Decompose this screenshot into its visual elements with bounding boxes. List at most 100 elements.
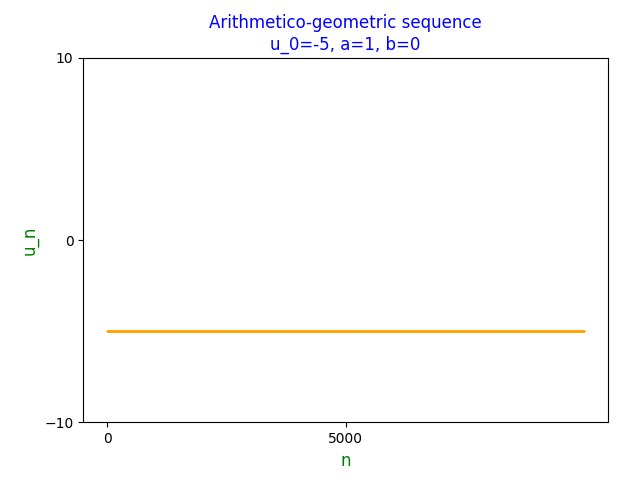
Point — [228, 327, 239, 335]
Point — [108, 327, 118, 335]
Point — [338, 327, 348, 335]
Point — [504, 327, 515, 335]
Point — [291, 327, 301, 335]
Point — [560, 327, 570, 335]
Point — [140, 327, 150, 335]
Point — [522, 327, 532, 335]
Point — [307, 327, 317, 335]
Point — [503, 327, 513, 335]
Point — [335, 327, 345, 335]
Point — [570, 327, 580, 335]
Point — [501, 327, 511, 335]
Point — [139, 327, 149, 335]
Point — [155, 327, 165, 335]
Point — [287, 327, 298, 335]
Point — [311, 327, 321, 335]
Point — [255, 327, 265, 335]
Point — [355, 327, 365, 335]
Point — [454, 327, 465, 335]
Point — [321, 327, 331, 335]
Point — [468, 327, 478, 335]
Point — [256, 327, 266, 335]
Point — [111, 327, 121, 335]
Point — [325, 327, 335, 335]
Point — [163, 327, 173, 335]
Point — [232, 327, 243, 335]
Point — [250, 327, 260, 335]
Point — [468, 327, 479, 335]
Point — [527, 327, 538, 335]
Point — [244, 327, 254, 335]
Point — [294, 327, 305, 335]
Point — [344, 327, 355, 335]
Point — [495, 327, 505, 335]
Point — [147, 327, 157, 335]
Point — [300, 327, 310, 335]
Point — [289, 327, 300, 335]
Point — [373, 327, 383, 335]
Point — [218, 327, 228, 335]
Point — [163, 327, 173, 335]
Point — [574, 327, 584, 335]
Point — [382, 327, 392, 335]
Point — [367, 327, 378, 335]
Point — [287, 327, 298, 335]
Point — [385, 327, 395, 335]
Point — [356, 327, 367, 335]
Point — [110, 327, 120, 335]
Point — [260, 327, 270, 335]
Point — [374, 327, 385, 335]
Point — [319, 327, 330, 335]
Point — [348, 327, 358, 335]
Point — [220, 327, 230, 335]
Point — [294, 327, 305, 335]
Point — [289, 327, 299, 335]
Point — [199, 327, 209, 335]
Point — [251, 327, 261, 335]
Point — [161, 327, 171, 335]
Point — [212, 327, 223, 335]
Point — [520, 327, 530, 335]
Point — [137, 327, 147, 335]
Point — [196, 327, 207, 335]
Point — [527, 327, 537, 335]
Point — [189, 327, 199, 335]
Point — [492, 327, 502, 335]
Point — [114, 327, 124, 335]
Point — [456, 327, 466, 335]
Point — [205, 327, 216, 335]
Point — [353, 327, 364, 335]
Point — [397, 327, 407, 335]
Point — [277, 327, 287, 335]
Point — [440, 327, 450, 335]
Point — [234, 327, 244, 335]
Point — [501, 327, 511, 335]
Point — [422, 327, 433, 335]
Point — [564, 327, 575, 335]
Point — [498, 327, 508, 335]
Point — [311, 327, 321, 335]
Point — [159, 327, 170, 335]
Point — [360, 327, 370, 335]
Point — [316, 327, 326, 335]
Point — [572, 327, 582, 335]
Point — [508, 327, 518, 335]
Point — [164, 327, 175, 335]
Point — [428, 327, 438, 335]
Point — [534, 327, 545, 335]
Point — [276, 327, 286, 335]
Point — [409, 327, 419, 335]
Point — [556, 327, 566, 335]
Point — [115, 327, 125, 335]
Point — [396, 327, 406, 335]
Point — [573, 327, 583, 335]
Point — [513, 327, 523, 335]
Point — [542, 327, 552, 335]
Point — [431, 327, 441, 335]
Point — [199, 327, 209, 335]
Point — [125, 327, 136, 335]
Point — [307, 327, 317, 335]
Point — [112, 327, 122, 335]
Point — [284, 327, 294, 335]
Point — [220, 327, 230, 335]
